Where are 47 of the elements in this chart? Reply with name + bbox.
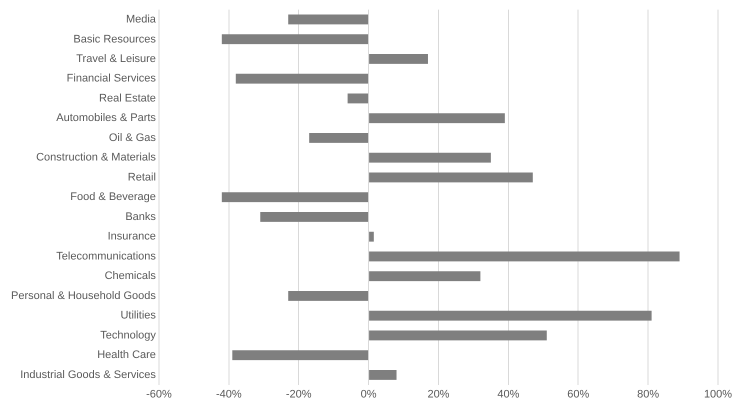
- bar: [222, 192, 368, 202]
- y-tick-label: Personal & Household Goods: [10, 290, 156, 302]
- y-tick-label: Travel & Leisure: [76, 53, 156, 65]
- y-tick-label: Industrial Goods & Services: [20, 368, 156, 381]
- bar: [236, 74, 368, 84]
- y-tick-label: Telecommunications: [56, 250, 156, 262]
- y-tick-label: Chemicals: [104, 270, 156, 282]
- y-tick-label: Technology: [100, 329, 156, 342]
- x-tick-label: 100%: [704, 388, 732, 400]
- y-tick-label: Insurance: [108, 230, 156, 243]
- y-tick-label: Construction & Materials: [36, 152, 156, 164]
- x-tick-label: 80%: [637, 388, 660, 400]
- bar: [369, 113, 505, 124]
- x-tick-label: -40%: [216, 388, 242, 400]
- y-tick-label: Health Care: [97, 349, 156, 362]
- y-tick-label: Real Estate: [99, 92, 156, 104]
- x-tick-label: -60%: [146, 388, 172, 400]
- y-tick-label: Financial Services: [66, 72, 156, 85]
- bar: [369, 152, 491, 163]
- y-tick-label: Basic Resources: [73, 33, 156, 46]
- x-tick-label: 0%: [360, 388, 377, 400]
- bar: [369, 310, 652, 321]
- bar: [369, 232, 374, 242]
- y-tick-label: Oil & Gas: [108, 132, 156, 144]
- bar: [309, 133, 368, 143]
- y-tick-label: Food & Beverage: [70, 191, 156, 204]
- y-tick-label: Media: [126, 14, 157, 26]
- y-tick-label: Retail: [128, 171, 156, 184]
- y-tick-label: Utilities: [120, 310, 156, 322]
- x-tick-label: -20%: [286, 388, 312, 400]
- bar: [369, 370, 397, 380]
- bar: [369, 330, 547, 340]
- bar: [369, 172, 533, 182]
- x-tick-label: 20%: [427, 388, 450, 400]
- x-tick-label: 60%: [567, 388, 590, 400]
- bar: [348, 94, 368, 104]
- y-tick-label: Banks: [125, 210, 156, 223]
- bar: [222, 34, 368, 44]
- bar: [369, 252, 680, 262]
- bar: [369, 54, 428, 64]
- bar: [260, 212, 368, 222]
- bar: [232, 350, 368, 360]
- y-tick-label: Automobiles & Parts: [56, 112, 156, 124]
- bar: [288, 14, 368, 24]
- bar: [369, 271, 480, 282]
- x-tick-label: 40%: [497, 388, 520, 400]
- bar: [288, 291, 368, 301]
